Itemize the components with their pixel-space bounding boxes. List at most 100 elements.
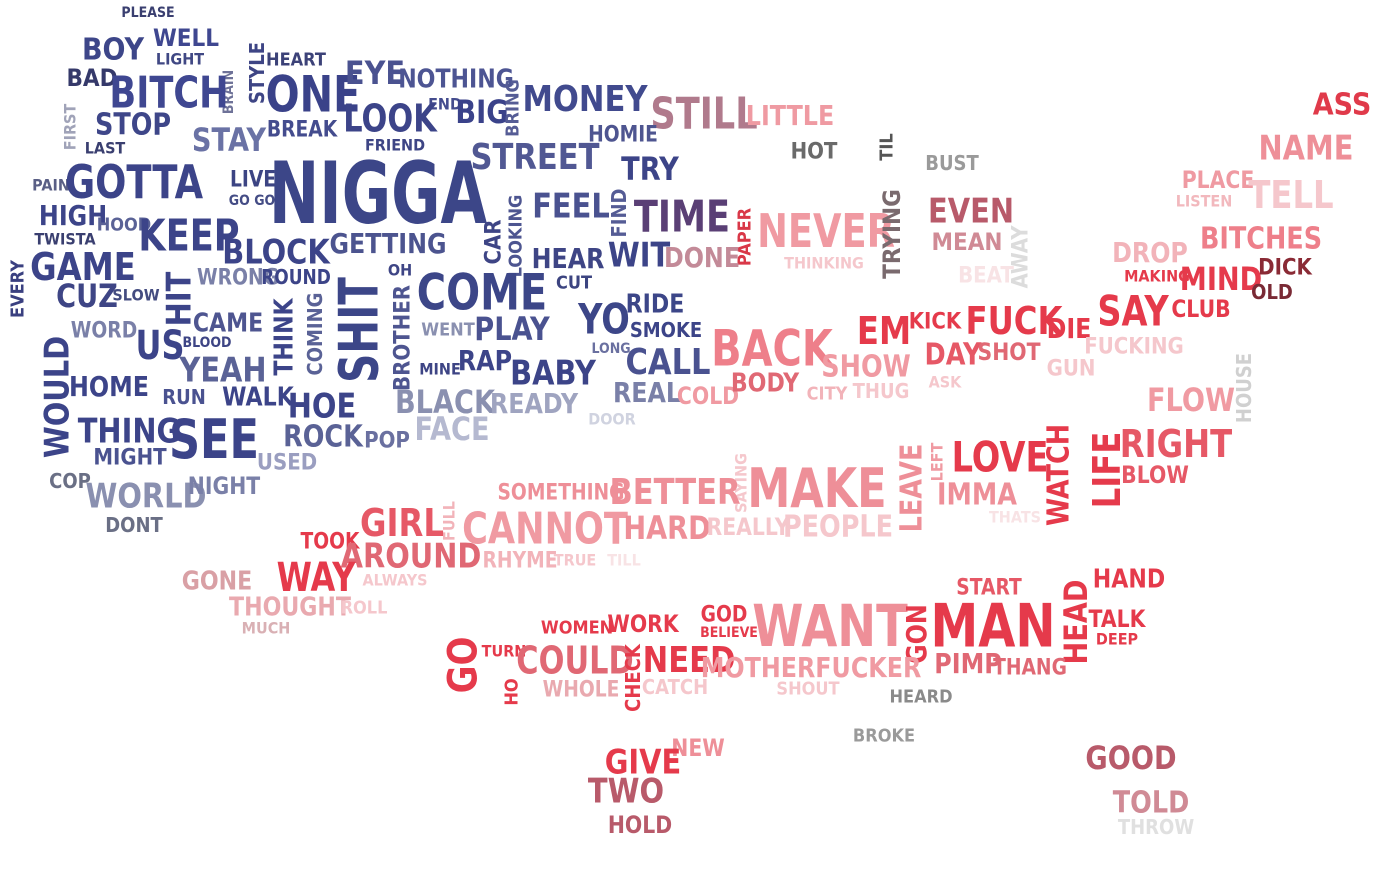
- cloud-word-imma: IMMA: [937, 477, 1017, 513]
- cloud-word-start: START: [956, 574, 1022, 600]
- cloud-word-paper: PAPER: [734, 208, 755, 266]
- cloud-word-fucking: FUCKING: [1084, 333, 1184, 358]
- cloud-word-club: CLUB: [1171, 295, 1230, 323]
- cloud-word-city: CITY: [807, 383, 848, 404]
- cloud-word-head: HEAD: [1058, 580, 1096, 665]
- cloud-word-true: TRUE: [554, 551, 596, 570]
- cloud-word-break: BREAK: [267, 116, 338, 142]
- cloud-word-nothing: NOTHING: [398, 64, 514, 94]
- cloud-word-rhyme: RHYME: [483, 547, 558, 573]
- cloud-word-stop: STOP: [95, 107, 171, 143]
- cloud-word-broke: BROKE: [853, 725, 915, 746]
- cloud-word-back: BACK: [711, 319, 834, 378]
- cloud-word-kick: KICK: [909, 308, 962, 333]
- cloud-word-em: EM: [857, 309, 911, 353]
- cloud-word-catch: CATCH: [642, 676, 708, 699]
- cloud-word-nigga: NIGGA: [269, 143, 488, 244]
- cloud-word-oh: OH: [388, 261, 412, 280]
- cloud-word-blood: BLOOD: [183, 336, 232, 352]
- cloud-word-took: TOOK: [300, 528, 360, 554]
- cloud-word-new: NEW: [671, 734, 724, 762]
- cloud-word-brain: BRAIN: [222, 70, 238, 114]
- cloud-word-thing: THING: [78, 413, 181, 452]
- cloud-word-heard: HEARD: [889, 686, 952, 707]
- cloud-word-light: LIGHT: [156, 50, 205, 69]
- cloud-word-high: HIGH: [39, 200, 107, 232]
- cloud-word-brother: BROTHER: [389, 285, 414, 391]
- cloud-word-name: NAME: [1258, 130, 1353, 169]
- cloud-word-hand: HAND: [1093, 564, 1165, 594]
- cloud-word-ask: ASK: [929, 373, 963, 392]
- cloud-word-went: WENT: [421, 319, 475, 340]
- cloud-word-came: CAME: [193, 308, 263, 338]
- cloud-word-hit: HIT: [161, 271, 200, 326]
- cloud-word-man: MAN: [930, 592, 1055, 662]
- cloud-word-wit: WIT: [608, 237, 671, 276]
- cloud-word-yeah: YEAH: [178, 352, 266, 391]
- cloud-word-well: WELL: [153, 25, 219, 52]
- cloud-word-pimp: PIMP: [934, 648, 1001, 680]
- cloud-word-smoke: SMOKE: [630, 319, 702, 342]
- cloud-word-always: ALWAYS: [363, 571, 428, 590]
- cloud-word-ho: HO: [501, 678, 522, 705]
- cloud-word-listen: LISTEN: [1176, 192, 1233, 211]
- cloud-word-first: FIRST: [61, 103, 80, 150]
- cloud-word-please: PLEASE: [121, 6, 174, 22]
- cloud-word-pain: PAIN: [32, 176, 70, 195]
- cloud-word-world: WORLD: [85, 478, 206, 517]
- cloud-word-street: STREET: [470, 136, 599, 178]
- cloud-word-gotta: GOTTA: [65, 155, 204, 209]
- cloud-word-way: WAY: [277, 553, 356, 600]
- cloud-word-shit: SHIT: [329, 277, 391, 383]
- cloud-word-hood: HOOD: [97, 214, 152, 235]
- cloud-word-think: THINK: [269, 297, 299, 376]
- cloud-word-end: END: [428, 95, 462, 114]
- cloud-word-night: NIGHT: [188, 472, 261, 500]
- cloud-word-away: AWAY: [1007, 225, 1032, 289]
- cloud-word-try: TRY: [621, 151, 679, 189]
- cloud-word-roll: ROLL: [341, 597, 388, 618]
- cloud-word-money: MONEY: [522, 78, 648, 120]
- cloud-word-boy: BOY: [82, 32, 144, 67]
- cloud-word-saying: SAYING: [732, 453, 751, 513]
- cloud-word-want: WANT: [752, 593, 908, 660]
- cloud-word-thought: THOUGHT: [229, 592, 351, 622]
- cloud-word-gon: GON: [901, 604, 933, 664]
- cloud-word-need: NEED: [643, 639, 736, 681]
- cloud-word-love: LOVE: [952, 433, 1049, 482]
- cloud-word-say: SAY: [1097, 287, 1169, 336]
- cloud-word-homie: HOMIE: [588, 121, 658, 147]
- cloud-word-game: GAME: [30, 245, 136, 289]
- cloud-word-mean: MEAN: [931, 229, 1002, 256]
- cloud-word-watch: WATCH: [1041, 424, 1077, 526]
- cloud-word-shout: SHOUT: [776, 678, 839, 699]
- cloud-word-gone: GONE: [182, 566, 252, 596]
- cloud-word-two: TWO: [588, 773, 664, 812]
- cloud-word-friend: FRIEND: [365, 136, 425, 155]
- cloud-word-find: FIND: [608, 189, 631, 238]
- cloud-word-call: CALL: [625, 341, 710, 383]
- cloud-word-car: CAR: [480, 219, 505, 264]
- cloud-word-house: HOUSE: [1233, 353, 1256, 423]
- cloud-word-twista: TWISTA: [34, 230, 95, 249]
- cloud-word-fuck: FUCK: [966, 299, 1065, 343]
- cloud-word-deep: DEEP: [1096, 630, 1138, 649]
- cloud-word-check: CHECK: [622, 643, 645, 712]
- cloud-word-till: TILL: [607, 551, 641, 570]
- cloud-word-come: COME: [417, 263, 547, 322]
- cloud-word-full: FULL: [440, 501, 459, 541]
- cloud-word-hoe: HOE: [288, 388, 356, 427]
- cloud-word-around: AROUND: [341, 538, 482, 577]
- cloud-word-place: PLACE: [1182, 166, 1255, 194]
- cloud-word-hold: HOLD: [608, 811, 672, 839]
- cloud-word-people: PEOPLE: [783, 509, 893, 545]
- cloud-word-might: MIGHT: [93, 444, 167, 469]
- cloud-word-yo: YO: [577, 295, 630, 344]
- cloud-word-beat: BEAT: [958, 262, 1015, 287]
- cloud-word-something: SOMETHING: [497, 479, 624, 505]
- cloud-word-style: STYLE: [246, 42, 269, 104]
- cloud-word-show: SHOW: [821, 349, 910, 385]
- cloud-word-real: REAL: [613, 377, 681, 409]
- cloud-word-bad: BAD: [66, 65, 117, 92]
